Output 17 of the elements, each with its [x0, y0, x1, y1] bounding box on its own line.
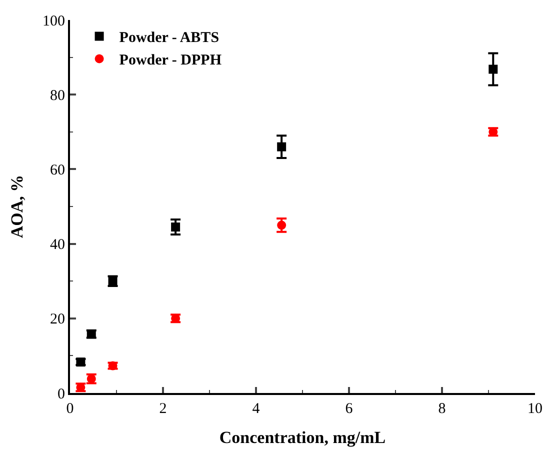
point	[488, 64, 498, 74]
y-tick-label: 80	[50, 88, 65, 104]
y-tick-label: 20	[50, 312, 65, 328]
y-tick-label: 100	[42, 13, 65, 30]
x-tick-label: 10	[528, 401, 542, 417]
x-tick-label: 8	[438, 401, 446, 417]
legend-label: Powder - ABTS	[119, 30, 220, 46]
y-tick-label: 0	[58, 386, 65, 402]
x-tick-label: 4	[252, 401, 260, 417]
y-tick-label: 60	[50, 162, 65, 178]
x-tick-label: 6	[345, 401, 354, 417]
legend-label: Powder - DPPH	[119, 52, 222, 69]
x-tick-label: 2	[159, 401, 167, 417]
point	[277, 142, 286, 152]
y-axis-title: AOA, %	[8, 174, 27, 238]
x-axis-title: Concentration, mg/mL	[219, 428, 386, 447]
y-tick-label: 40	[50, 237, 65, 254]
